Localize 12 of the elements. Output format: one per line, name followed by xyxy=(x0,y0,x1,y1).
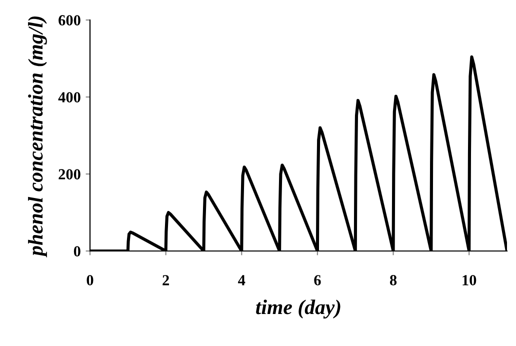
y-tick-label: 400 xyxy=(58,92,80,102)
x-axis-title: time (day) xyxy=(256,300,340,319)
y-tick-label: 200 xyxy=(58,169,80,180)
x-tick-label: 6 xyxy=(314,275,321,286)
y-axis-title: phenol concentration (mg/l) xyxy=(28,16,47,258)
x-tick-label: 8 xyxy=(390,275,397,286)
x-tick-label: 0 xyxy=(86,275,94,286)
x-tick-label: 2 xyxy=(162,275,169,286)
x-tick-label: 4 xyxy=(238,275,246,286)
y-tick-label: 0 xyxy=(74,246,80,256)
x-tick-label: 10 xyxy=(462,275,476,286)
y-tick-label: 600 xyxy=(58,15,80,26)
